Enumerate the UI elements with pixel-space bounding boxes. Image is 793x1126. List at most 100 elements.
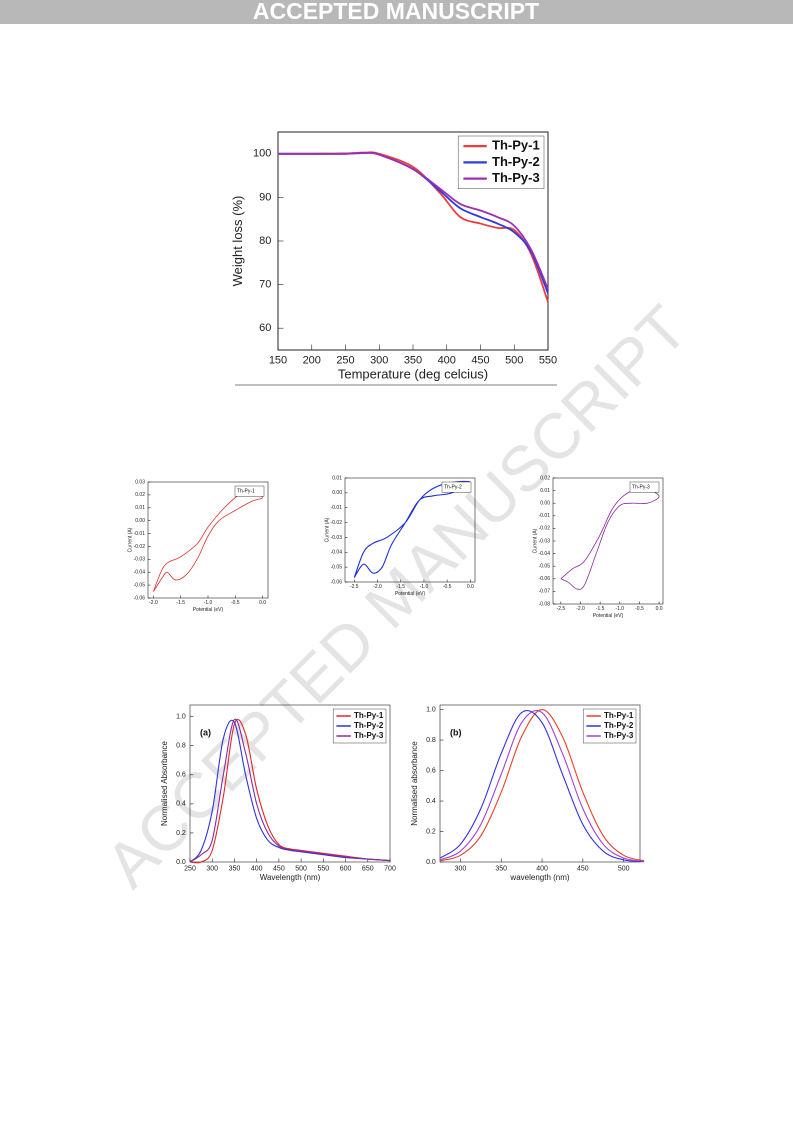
y-tick-label: -0.06: [134, 595, 146, 601]
y-tick-label: 0.2: [426, 828, 436, 835]
x-tick-label: 300: [206, 865, 218, 872]
x-tick-label: 650: [362, 865, 374, 872]
x-axis-label: Potential (eV): [193, 607, 224, 613]
y-tick-label: 0.00: [332, 490, 342, 496]
y-tick-label: 1.0: [426, 706, 436, 713]
x-tick-label: 450: [471, 354, 489, 366]
y-axis-label: Current (A): [324, 517, 330, 542]
series-line: [560, 487, 660, 590]
x-tick-label: 0.0: [259, 600, 266, 606]
x-axis-label: Wavelength (nm): [260, 873, 321, 882]
y-tick-label: 0.00: [540, 501, 550, 507]
y-tick-label: 70: [259, 279, 271, 291]
x-tick-label: 400: [536, 865, 548, 872]
panel-label: (b): [450, 728, 462, 738]
y-tick-label: -0.01: [331, 505, 343, 511]
x-tick-label: 500: [295, 865, 307, 872]
y-tick-label: 1.0: [176, 713, 186, 720]
y-tick-label: 0.8: [176, 743, 186, 750]
chart: 250 300 350 400 450 500 550 600 650 700 0.0 0.2 0.4 0…: [160, 704, 396, 882]
x-tick-label: 350: [495, 865, 507, 872]
y-tick-label: -0.05: [331, 564, 343, 570]
x-tick-label: 600: [340, 865, 352, 872]
legend-label: Th-Py-2: [604, 721, 634, 730]
legend-label: Th-Py-3: [604, 731, 634, 740]
y-tick-label: 60: [259, 322, 271, 334]
header-band: [0, 0, 793, 24]
legend-label: Th-Py-3: [632, 484, 650, 490]
x-tick-label: -2.0: [576, 606, 585, 612]
y-tick-label: -0.04: [331, 550, 343, 556]
x-tick-label: -1.5: [176, 600, 185, 606]
x-tick-label: 500: [505, 354, 523, 366]
legend-box: [441, 481, 472, 493]
series-line: [153, 491, 263, 592]
x-tick-label: 400: [438, 354, 456, 366]
legend-label: Th-Py-1: [604, 711, 634, 720]
header-text: ACCEPTED MANUSCRIPT: [253, 0, 539, 24]
y-tick-label: -0.02: [539, 526, 551, 532]
legend-label: Th-Py-1: [237, 488, 255, 494]
y-tick-label: 0.01: [540, 488, 550, 494]
chart: 150 200 250 300 350 400 450 500 550 60 70 80 90 100 Te…: [230, 131, 557, 382]
x-tick-label: 550: [317, 865, 329, 872]
x-tick-label: 0.0: [467, 584, 474, 590]
y-tick-label: -0.03: [331, 535, 343, 541]
x-tick-label: 550: [539, 354, 557, 366]
legend-label: Th-Py-2: [444, 484, 462, 490]
y-tick-label: 100: [253, 148, 271, 160]
y-tick-label: -0.03: [134, 557, 146, 563]
y-axis-label: Weight loss (%): [230, 196, 245, 287]
plot-frame: [439, 704, 641, 863]
series-line: [439, 710, 645, 863]
x-axis-label: wavelength (nm): [509, 873, 569, 882]
series-line: [439, 709, 645, 862]
y-tick-label: 0.8: [426, 737, 436, 744]
legend-label: Th-Py-3: [354, 731, 384, 740]
y-tick-label: -0.01: [134, 531, 146, 537]
x-tick-label: 500: [618, 865, 630, 872]
x-tick-label: 250: [336, 354, 354, 366]
x-tick-label: 450: [273, 865, 285, 872]
legend-label: Th-Py-2: [354, 721, 384, 730]
legend-box: [629, 481, 660, 493]
x-tick-label: 350: [229, 865, 241, 872]
x-tick-label: -2.0: [149, 600, 158, 606]
x-axis-label: Temperature (deg celcius): [338, 367, 488, 382]
y-tick-label: 0.02: [540, 475, 550, 481]
x-tick-label: 200: [303, 354, 321, 366]
chart: 300 350 400 450 500 0.0 0.2 0.4 0.6 0.8 1.0 wavelen…: [410, 704, 645, 882]
x-tick-label: 350: [404, 354, 422, 366]
series-line: [189, 719, 391, 864]
x-tick-label: -1.0: [204, 600, 213, 606]
plot-frame: [189, 704, 391, 863]
x-tick-label: -1.0: [420, 584, 429, 590]
x-tick-label: 0.0: [656, 606, 663, 612]
y-tick-label: 0.02: [135, 492, 145, 498]
y-tick-label: 0.03: [135, 479, 145, 485]
y-tick-label: 90: [259, 191, 271, 203]
y-tick-label: 0.4: [176, 801, 186, 808]
x-axis-label: Potential (eV): [395, 591, 426, 597]
plot-frame: [344, 477, 476, 583]
x-tick-label: 250: [184, 865, 196, 872]
x-tick-label: -1.0: [615, 606, 624, 612]
x-axis-label: Potential (eV): [593, 613, 624, 619]
y-axis-label: Current (A): [532, 528, 538, 553]
series-line: [189, 719, 391, 863]
chart: -2.5 -2.0 -1.5 -1.0 -0.5 0.0 0.02 0.01 0.00 -0.01…: [532, 475, 664, 619]
x-tick-label: -2.5: [557, 606, 566, 612]
y-tick-label: 80: [259, 235, 271, 247]
y-tick-label: -0.02: [134, 544, 146, 550]
legend-label: Th-Py-2: [492, 154, 540, 169]
x-tick-label: -0.5: [443, 584, 452, 590]
x-tick-label: 300: [455, 865, 467, 872]
y-tick-label: 0.2: [176, 830, 186, 837]
x-tick-label: 450: [577, 865, 589, 872]
y-tick-label: -0.06: [539, 576, 551, 582]
x-tick-label: -1.5: [396, 584, 405, 590]
y-tick-label: 0.0: [176, 859, 186, 866]
plot-frame: [552, 477, 664, 605]
